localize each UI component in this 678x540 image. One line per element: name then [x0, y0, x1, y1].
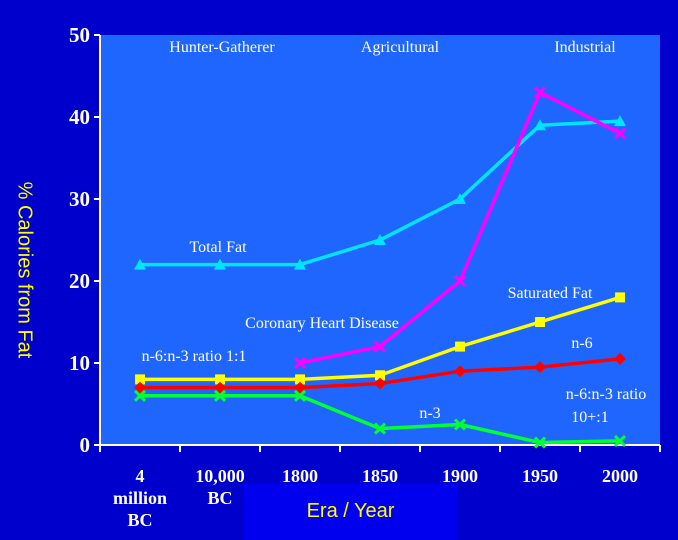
x-tick-label: 2000 — [602, 466, 638, 486]
data-point — [213, 389, 227, 402]
series-label-saturated-fat: Saturated Fat — [508, 285, 593, 302]
data-point — [214, 381, 226, 394]
data-point — [134, 258, 146, 270]
series-label-n6: n-6 — [571, 335, 592, 352]
data-point — [613, 434, 627, 447]
data-point — [293, 389, 307, 402]
series-0 — [134, 115, 626, 270]
data-point — [455, 341, 465, 352]
y-axis-label-panel: % Calories from Fat — [0, 10, 48, 520]
data-point — [295, 374, 305, 385]
data-point — [374, 377, 386, 390]
data-point — [373, 422, 387, 435]
data-point — [215, 374, 225, 385]
y-tick-label: 50 — [69, 23, 90, 47]
data-point — [453, 418, 467, 431]
series-label-n3: n-3 — [419, 405, 440, 422]
data-point — [533, 436, 547, 449]
data-point — [613, 127, 627, 140]
data-point — [534, 361, 546, 374]
series-4 — [133, 389, 627, 449]
data-point — [134, 381, 146, 394]
data-point — [214, 258, 226, 270]
series-line — [140, 394, 621, 445]
data-point — [533, 86, 547, 99]
ratio-annotation-line2: 10+:1 — [571, 409, 608, 426]
ratio-annotation-line1: n-6:n-3 ratio — [566, 386, 646, 403]
data-point — [294, 258, 306, 270]
data-point — [453, 274, 467, 288]
data-point — [133, 389, 147, 402]
data-point — [614, 115, 626, 127]
x-axis-label-panel: Era / Year — [243, 484, 458, 540]
data-point — [454, 193, 466, 204]
data-point — [615, 292, 625, 303]
series-2 — [135, 292, 625, 385]
x-tick-label: 1850 — [362, 466, 398, 486]
data-point — [375, 370, 385, 381]
x-tick-label: 1950 — [522, 466, 558, 486]
x-tick-label: 1800 — [282, 466, 318, 486]
y-tick-label: 30 — [69, 187, 90, 211]
data-point — [373, 340, 387, 353]
x-axis-label: Era / Year — [306, 500, 395, 522]
data-point — [535, 317, 545, 327]
series-label-total-fat: Total Fat — [189, 239, 247, 256]
x-tick-label: 10,000 BC — [195, 466, 245, 508]
data-point — [534, 119, 546, 131]
x-tick-label: 4 million BC — [113, 466, 167, 530]
era-label-hunter-gatherer: Hunter-Gatherer — [169, 39, 275, 56]
y-tick-label: 0 — [80, 433, 91, 457]
era-label-agricultural: Agricultural — [361, 39, 440, 56]
era-label-industrial: Industrial — [554, 39, 616, 56]
series-1 — [293, 86, 627, 370]
x-tick-label: 1900 — [442, 466, 478, 486]
series-label-coronary-heart-disease: Coronary Heart Disease — [245, 315, 399, 332]
data-point — [614, 352, 626, 365]
data-point — [374, 234, 386, 245]
data-point — [294, 381, 306, 394]
y-tick-label: 20 — [69, 269, 90, 293]
series-3 — [134, 352, 626, 394]
data-point — [293, 356, 307, 370]
y-tick-label: 40 — [69, 105, 90, 129]
y-tick-label: 10 — [69, 351, 90, 375]
data-point — [135, 374, 145, 385]
ratio-annotation-1-1: n-6:n-3 ratio 1:1 — [142, 348, 247, 365]
data-point — [454, 365, 466, 378]
